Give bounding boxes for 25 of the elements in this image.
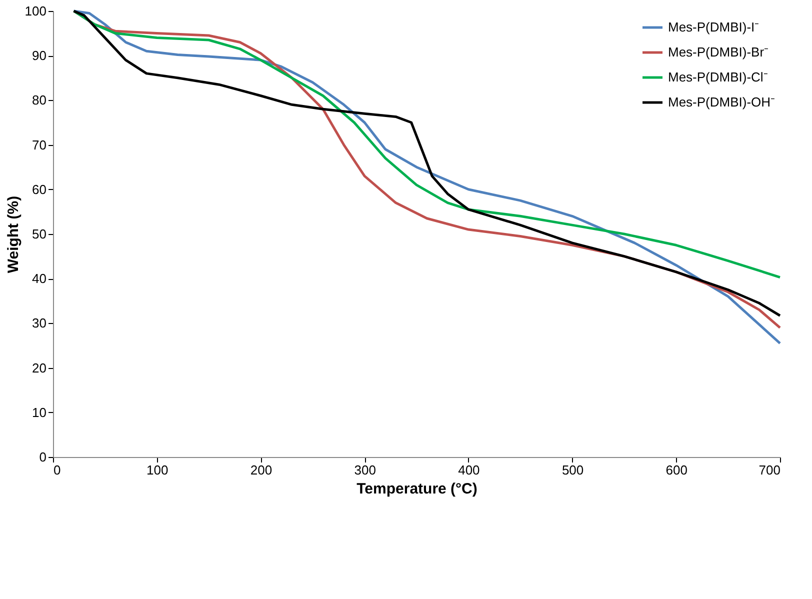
x-tick-label: 500 bbox=[562, 462, 584, 478]
y-tick-label: 0 bbox=[39, 450, 46, 464]
y-tick-label: 20 bbox=[32, 360, 46, 376]
y-tick-label: 30 bbox=[32, 316, 46, 331]
legend-label: Mes-P(DMBI)-Cl⁻ bbox=[668, 70, 768, 84]
x-axis-title: Temperature (°C) bbox=[356, 480, 478, 498]
x-tick-label: 300 bbox=[354, 462, 376, 478]
y-tick-label: 10 bbox=[32, 404, 46, 420]
y-tick-label: 50 bbox=[32, 226, 46, 242]
legend-label: Mes-P(DMBI)-Br⁻ bbox=[668, 44, 768, 60]
y-tick-label: 80 bbox=[32, 92, 46, 108]
x-tick-label: 400 bbox=[458, 462, 480, 478]
x-tick-label: 600 bbox=[666, 462, 688, 478]
legend-label: Mes-P(DMBI)-I⁻ bbox=[668, 20, 759, 34]
x-tick-label: 100 bbox=[146, 462, 168, 478]
x-tick-label: 200 bbox=[250, 462, 272, 478]
y-tick-label: 70 bbox=[32, 137, 46, 152]
y-tick-label: 90 bbox=[32, 48, 46, 64]
y-tick-label: 40 bbox=[32, 271, 46, 286]
y-tick-label: 100 bbox=[24, 4, 46, 18]
y-axis-title: Weight (%) bbox=[4, 196, 22, 274]
legend-label: Mes-P(DMBI)-OH⁻ bbox=[668, 94, 775, 110]
x-tick-label: 700 bbox=[758, 462, 780, 478]
x-tick-label: 0 bbox=[54, 462, 61, 478]
y-tick-label: 60 bbox=[32, 182, 46, 197]
